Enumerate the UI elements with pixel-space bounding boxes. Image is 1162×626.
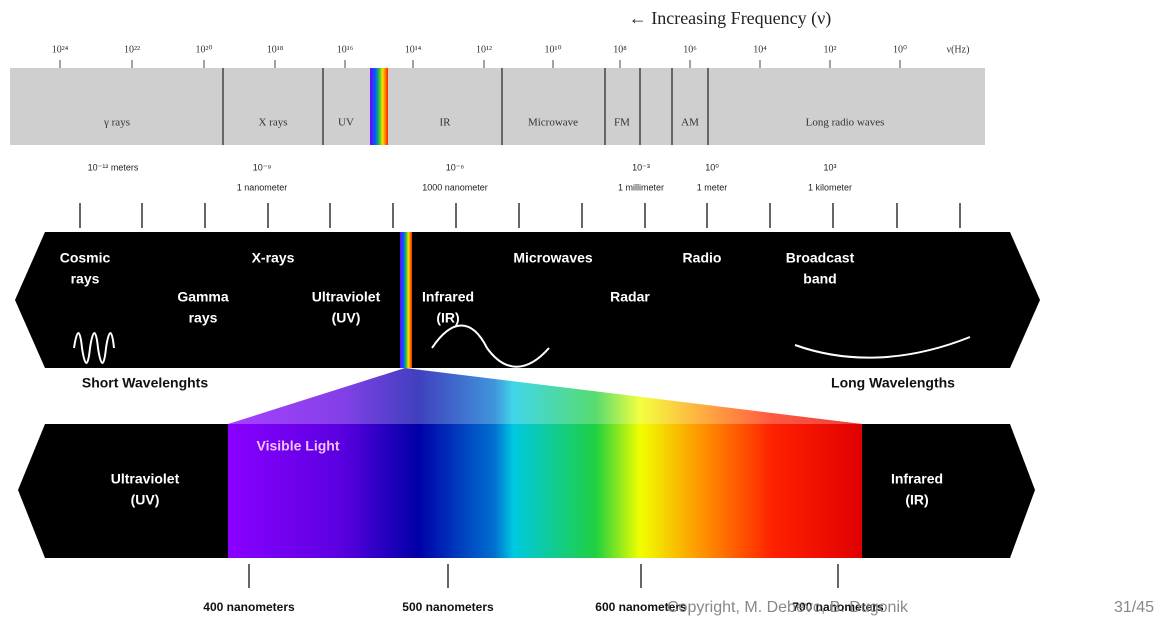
ir-label: Infrared bbox=[891, 471, 943, 487]
ir-label: (IR) bbox=[905, 492, 928, 508]
uv-label: (UV) bbox=[131, 492, 160, 508]
band-name: Infrared bbox=[422, 289, 474, 305]
frequency-tick-label: 10⁸ bbox=[613, 44, 627, 55]
wavelength-label: 10⁻¹² meters bbox=[88, 162, 139, 172]
band-name: Cosmic bbox=[60, 250, 111, 266]
band-name: Radio bbox=[683, 250, 722, 266]
band-label: UV bbox=[338, 117, 354, 129]
wavelength-label: 1 nanometer bbox=[237, 182, 288, 192]
frequency-tick-label: 10² bbox=[824, 44, 837, 55]
nm-label: 400 nanometers bbox=[203, 600, 295, 614]
band-label: Long radio waves bbox=[806, 117, 885, 129]
diagram: ← Increasing Frequency (ν) 10²⁴ 10²² 10²⁰ 10… bbox=[0, 0, 1162, 626]
band-name: X-rays bbox=[252, 250, 295, 266]
band-name: (IR) bbox=[436, 310, 459, 326]
band-label: X rays bbox=[258, 117, 287, 129]
wavelength-label: 10⁻³ bbox=[632, 162, 650, 172]
strip bbox=[10, 68, 985, 145]
frequency-tick-label: ν(Hz) bbox=[947, 44, 970, 55]
wavelength-label: 10³ bbox=[823, 162, 836, 172]
band-name: (UV) bbox=[332, 310, 361, 326]
band-name: Radar bbox=[610, 289, 650, 305]
band-label: AM bbox=[681, 117, 699, 129]
visible-title: Visible Light bbox=[257, 438, 340, 454]
frequency-tick-label: 10¹⁴ bbox=[405, 44, 422, 55]
wavelength-label: 1 millimeter bbox=[618, 182, 664, 192]
band-name: Gamma bbox=[177, 289, 229, 305]
band-name: Ultraviolet bbox=[312, 289, 381, 305]
band-label: γ rays bbox=[103, 117, 130, 129]
band-label: IR bbox=[440, 117, 452, 129]
wavelength-label: 10⁻⁹ bbox=[253, 162, 272, 172]
frequency-tick-label: 10¹⁶ bbox=[337, 44, 354, 55]
visible-stripe bbox=[400, 232, 412, 368]
frequency-tick-label: 10⁰ bbox=[893, 44, 907, 55]
frequency-tick-label: 10¹⁰ bbox=[544, 44, 561, 55]
uv-label: Ultraviolet bbox=[111, 471, 180, 487]
frequency-tick-label: 10²⁴ bbox=[52, 44, 69, 55]
frequency-tick-label: 10²⁰ bbox=[195, 44, 212, 55]
band-name: Broadcast bbox=[786, 250, 855, 266]
band-name: Microwaves bbox=[513, 250, 593, 266]
frequency-tick-label: 10²² bbox=[124, 44, 140, 55]
frequency-tick-label: 10⁶ bbox=[683, 44, 697, 55]
frequency-tick-label: 10⁴ bbox=[753, 44, 767, 55]
band-name: band bbox=[803, 271, 836, 287]
page-number: 31/45 bbox=[1114, 599, 1154, 616]
band-name: rays bbox=[71, 271, 100, 287]
nm-label: 500 nanometers bbox=[402, 600, 494, 614]
copyright: Copyright, M. Debevc, B. Dugonik bbox=[667, 599, 909, 616]
short-label: Short Wavelenghts bbox=[82, 375, 208, 391]
frequency-tick-label: 10¹⁸ bbox=[267, 44, 284, 55]
page: ← Increasing Frequency (ν) 10²⁴ 10²² 10²⁰ 10… bbox=[0, 0, 1162, 626]
wavelength-label: 10⁻⁶ bbox=[446, 162, 465, 172]
frequency-strip bbox=[10, 68, 985, 145]
wavelength-label: 1 meter bbox=[697, 182, 728, 192]
long-label: Long Wavelengths bbox=[831, 375, 955, 391]
band-name: rays bbox=[189, 310, 218, 326]
fan bbox=[228, 368, 862, 424]
wavelength-label: 1000 nanometer bbox=[422, 182, 488, 192]
frequency-title: ← Increasing Frequency (ν) bbox=[629, 8, 832, 29]
frequency-tick-label: 10¹² bbox=[476, 44, 492, 55]
wavelength-label: 10⁰ bbox=[705, 162, 719, 172]
band-label: FM bbox=[614, 117, 630, 129]
visible-stripe bbox=[370, 68, 388, 145]
wavelength-label: 1 kilometer bbox=[808, 182, 852, 192]
band-label: Microwave bbox=[528, 117, 578, 129]
